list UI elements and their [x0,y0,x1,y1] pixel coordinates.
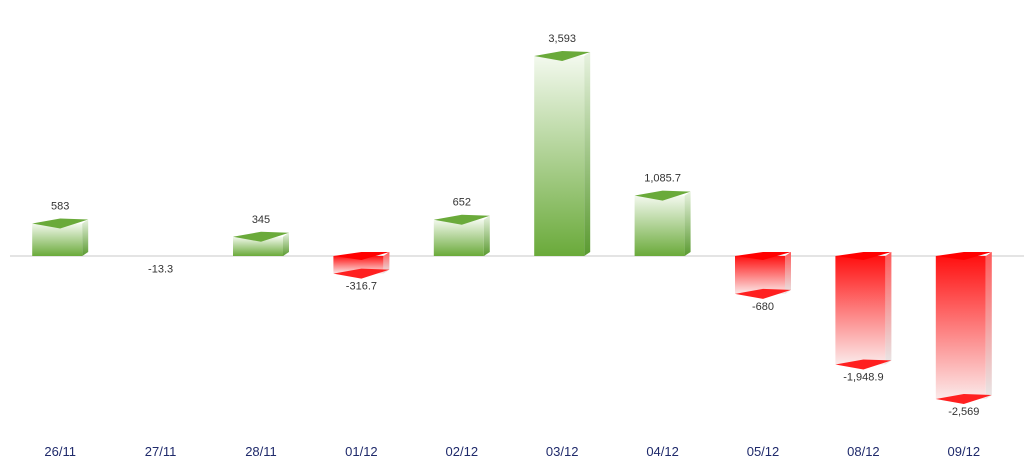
bar-bottom-cap [935,394,992,405]
bar-side [483,215,490,256]
bar-bottom-cap [333,268,390,279]
category-label: 28/11 [245,444,277,459]
bar-08-12 [835,252,892,370]
bar-top-cap [534,51,591,61]
bar-side [985,252,992,400]
category-label: 01/12 [345,444,378,459]
bar-top-rim [835,252,892,260]
bar-front [735,256,785,294]
bar-28-11 [233,231,289,256]
value-label: 345 [252,214,270,226]
bar-top-cap [634,190,691,201]
bar-01-12 [333,252,390,279]
bar-side [684,191,691,256]
value-label: -680 [752,301,774,313]
bar-front [534,56,585,256]
value-label: -13.3 [148,264,173,276]
bar-side [383,252,390,274]
category-label: 09/12 [948,444,981,459]
bar-side [785,252,791,294]
category-label: 03/12 [546,444,579,459]
value-label: -2,569 [948,406,979,418]
value-label: 3,593 [548,33,576,45]
category-label: 04/12 [646,444,679,459]
category-labels-group: 26/11 27/11 28/11 01/12 02/12 03/12 04/12 05/12… [44,444,980,459]
value-label: 652 [453,197,471,209]
bar-front [935,256,986,400]
category-label: 26/11 [44,444,76,459]
value-label: 583 [51,201,69,213]
category-label: 05/12 [747,444,780,459]
bar-front [433,219,484,256]
value-label: -316.7 [346,281,377,293]
bar-front [32,223,83,256]
bar-05-12 [735,252,791,299]
bar-side [885,252,892,365]
bar-top-cap [433,214,490,225]
bar-bottom-cap [835,359,892,370]
bars-group [32,51,992,405]
bar-top-cap [32,218,89,229]
value-label: 1,085.7 [644,173,681,185]
bar-26-11 [32,218,89,256]
bar-bottom-cap [735,288,791,299]
bar-top-rim [735,252,791,260]
value-labels-group: 583 -13.3 345 -316.7 652 3,593 1,085.7 -680 -1,9… [51,33,979,418]
bar-side [584,52,591,256]
bar-09-12 [935,252,992,405]
bar-front [233,236,283,256]
bar-top-rim [333,252,390,260]
bar-04-12 [634,190,691,256]
bar-02-12 [433,214,490,256]
value-label: -1,948.9 [843,371,883,383]
bar-03-12 [534,51,591,256]
category-label: 08/12 [847,444,880,459]
category-label: 27/11 [145,444,177,459]
category-label: 02/12 [446,444,479,459]
bar-top-rim [935,252,992,260]
bar-front [835,256,886,365]
bar-side [82,219,89,256]
bar-front [634,195,685,256]
bar-top-cap [233,231,289,242]
bar-side [283,232,289,256]
